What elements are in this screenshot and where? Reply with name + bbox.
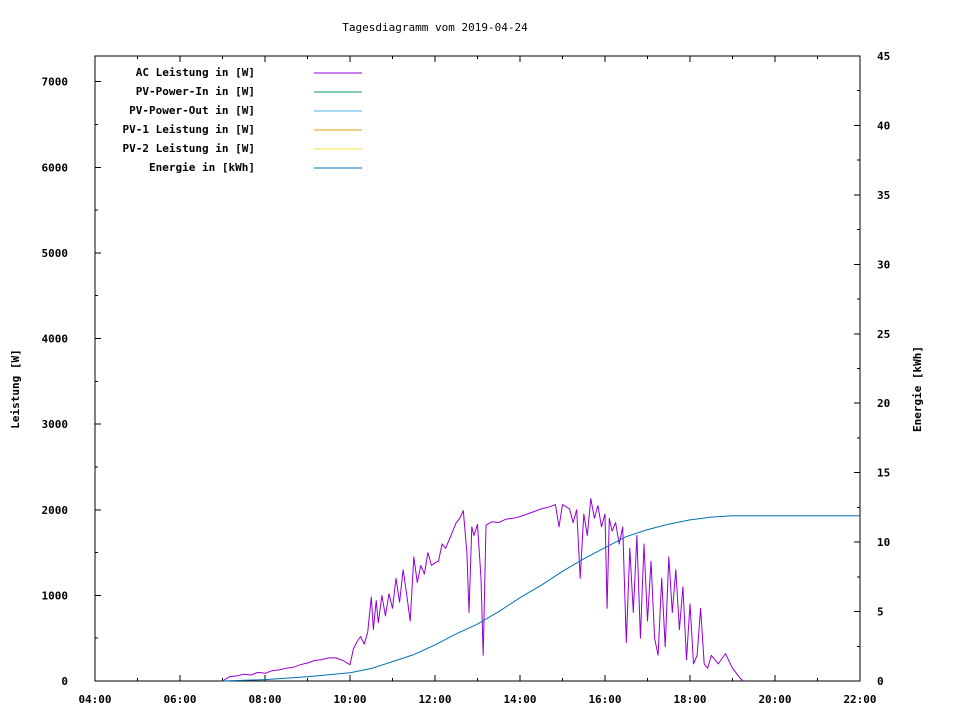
legend-entry-label: AC Leistung in [W] [136,66,255,79]
x-tick-label: 18:00 [673,693,706,706]
legend-entry-label: PV-1 Leistung in [W] [123,123,255,136]
series-line-0 [222,498,744,682]
series-layer [222,498,860,682]
y-tick-label: 5000 [42,247,69,260]
y-tick-label: 0 [61,675,68,688]
chart-title: Tagesdiagramm vom 2019-04-24 [342,21,528,34]
y2-tick-label: 35 [877,189,890,202]
x-tick-label: 22:00 [843,693,876,706]
legend-entry-label: PV-Power-In in [W] [136,85,255,98]
y2-tick-label: 15 [877,467,890,480]
y-tick-label: 6000 [42,161,69,174]
y-tick-label: 7000 [42,76,69,89]
x-tick-label: 14:00 [503,693,536,706]
y2-tick-label: 10 [877,536,890,549]
y-tick-label: 2000 [42,504,69,517]
y2-tick-label: 0 [877,675,884,688]
y-tick-label: 1000 [42,589,69,602]
legend: AC Leistung in [W] PV-Power-In in [W] PV-P… [123,66,362,174]
y-tick-label: 4000 [42,333,69,346]
x-tick-label: 20:00 [758,693,791,706]
y-tick-label: 3000 [42,418,69,431]
y-axis-left: 0 1000 2000 3000 4000 5000 6000 7000 [42,76,101,688]
x-tick-label: 04:00 [78,693,111,706]
y-axis-right: 0 5 10 15 20 25 30 35 40 45 [854,50,890,688]
x-tick-label: 16:00 [588,693,621,706]
series-line-5 [222,515,860,682]
y2-tick-label: 20 [877,397,890,410]
x-tick-label: 08:00 [248,693,281,706]
legend-entry-label: PV-2 Leistung in [W] [123,142,255,155]
x-tick-label: 10:00 [333,693,366,706]
x-axis: 04:00 06:00 08:00 10:00 12:00 14:00 16:00 18:00… [78,56,877,706]
y2-tick-label: 25 [877,328,890,341]
x-tick-label: 12:00 [418,693,451,706]
x-tick-label: 06:00 [163,693,196,706]
legend-entry-label: PV-Power-Out in [W] [129,104,255,117]
legend-entry-label: Energie in [kWh] [149,161,255,174]
y-axis-label-right: Energie [kWh] [911,346,924,432]
y-axis-label-left: Leistung [W] [9,349,22,428]
y2-tick-label: 45 [877,50,890,63]
y2-tick-label: 30 [877,258,890,271]
y2-tick-label: 5 [877,606,884,619]
y2-tick-label: 40 [877,119,890,132]
